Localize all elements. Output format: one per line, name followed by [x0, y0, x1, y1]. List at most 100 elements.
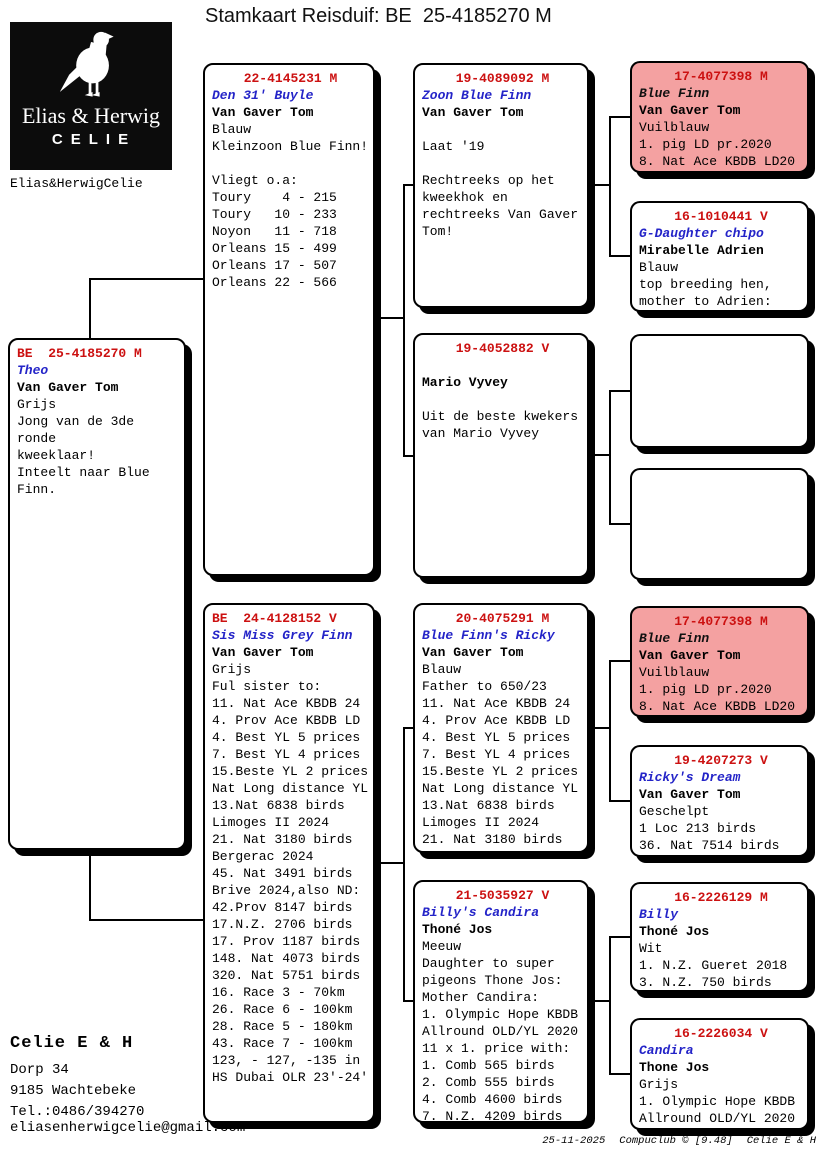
ring-number: 19-4207273 V [674, 753, 768, 768]
loft-logo: Elias & Herwig CELIE [10, 22, 172, 170]
pedigree-box-dam-sire: 20-4075291 M Blue Finn's Ricky Van Gaver T… [413, 603, 589, 853]
pedigree-box-dam-dam-sire: 16-2226129 M Billy Thoné Jos Wit 1. N.Z. Gue… [630, 882, 809, 992]
box-text-line: 7. N.Z. 4209 birds [422, 1109, 563, 1124]
box-text-line [422, 155, 583, 172]
fancier-name: Thoné Jos [639, 924, 710, 939]
ring-number: 20-4075291 M [455, 611, 550, 626]
page-title: Stamkaart Reisduif: BE 25-4185270 M [205, 5, 552, 27]
box-text-line: Vuilblauw [639, 665, 710, 680]
fancier-name: Van Gaver Tom [639, 648, 741, 663]
pedigree-box-sire-sire: 19-4089092 M Zoon Blue Finn Van Gaver Tom … [413, 63, 589, 308]
connector-line [609, 116, 611, 257]
contact-address1: Dorp 34 [10, 1062, 69, 1078]
box-text-line: Uit de beste kwekers [422, 409, 579, 424]
box-text-line: Tom! [422, 224, 454, 239]
fancier-name: Van Gaver Tom [639, 103, 741, 118]
connector-line [609, 660, 611, 802]
box-text-line: Orleans 15 - 499 [212, 241, 337, 256]
pigeon-name: Billy [639, 907, 679, 922]
box-text-line: 1. Olympic Hope KBDB [422, 1007, 579, 1022]
connector-line [609, 255, 630, 257]
box-text-line: Vuilblauw [639, 120, 710, 135]
contact-phone: Tel.:0486/394270 [10, 1104, 145, 1120]
box-text-line: 11 x 1. price with: [422, 1041, 571, 1056]
box-text-line: Allround OLD/YL 2020 [639, 1111, 796, 1126]
pigeon-icon [59, 31, 114, 97]
connector-line [589, 454, 611, 456]
ring-number: 19-4089092 M [455, 71, 550, 86]
box-text-line [212, 155, 369, 172]
box-text-line: kweeklaar! [17, 448, 96, 463]
box-text-line: 1. N.Z. Gueret 2018 [639, 958, 788, 973]
box-text-line: Geschelpt [639, 804, 710, 819]
contact-block: Celie E & H Dorp 34 9185 Wachtebeke Tel.… [10, 1033, 144, 1123]
ring-number: 17-4077398 M [674, 614, 768, 629]
pigeon-name: Zoon Blue Finn [422, 88, 532, 103]
box-text-line: Toury 10 - 233 [212, 207, 337, 222]
pigeon-name: Candira [639, 1043, 694, 1058]
ring-number: 21-5035927 V [455, 888, 550, 903]
connector-line [403, 727, 405, 1002]
connector-line [609, 390, 630, 392]
box-text-line [422, 121, 583, 138]
box-text-line: 1. Olympic Hope KBDB [639, 1094, 796, 1109]
connector-line [609, 523, 630, 525]
connector-line [609, 1073, 630, 1075]
box-text-line: 13.Nat 6838 birds [422, 798, 555, 813]
logo-wordmark: Elias & Herwig [21, 103, 161, 128]
box-text-line: 11. Nat Ace KBDB 24 [422, 696, 571, 711]
box-text-line: 21. Nat 3180 birds [212, 832, 353, 847]
pigeon-name: Ricky's Dream [639, 770, 741, 785]
box-text-line: Nat Long distance YL [422, 781, 579, 796]
pedigree-box-dam-dam-dam: 16-2226034 V Candira Thone Jos Grijs 1. Olym… [630, 1018, 809, 1130]
logo-caption: Elias&HerwigCelie [10, 176, 143, 191]
box-text-line: Jong van de 3de [17, 414, 135, 429]
ring-number: 19-4052882 V [455, 341, 550, 356]
box-text-line: Ful sister to: [212, 679, 322, 694]
box-text-line: Noyon 11 - 718 [212, 224, 337, 239]
fancier-name: Van Gaver Tom [422, 105, 524, 120]
pigeon-name: Theo [17, 363, 49, 378]
fancier-name: Thoné Jos [422, 922, 493, 937]
box-text-line [422, 391, 583, 408]
box-text-line: 11. Nat Ace KBDB 24 [212, 696, 361, 711]
pedigree-box-sire-sire-sire: 17-4077398 M Blue Finn Van Gaver Tom Vuilbl… [630, 61, 809, 173]
connector-line [609, 390, 611, 525]
connector-line [375, 862, 405, 864]
pigeon-name: Billy's Candira [422, 905, 540, 920]
fancier-name: Van Gaver Tom [639, 787, 741, 802]
connector-line [589, 1000, 611, 1002]
box-text-line: Father to 650/23 [422, 679, 547, 694]
pedigree-box-dam-sire-sire: 17-4077398 M Blue Finn Van Gaver Tom Vuilbl… [630, 606, 809, 717]
box-text-line: 15.Beste YL 2 prices [212, 764, 369, 779]
connector-line [89, 278, 91, 340]
box-text-line: top breeding hen, [639, 277, 772, 292]
box-text-line: kweekhok en [422, 190, 508, 205]
box-text-line: 4. Best YL 5 prices [212, 730, 361, 745]
box-text-line: 15.Beste YL 2 prices [422, 764, 579, 779]
connector-line [403, 727, 413, 729]
box-text-line: Limoges II 2024 [212, 815, 330, 830]
box-text-line: 148. Nat 4073 birds [212, 951, 361, 966]
box-text-line: Daughter to super [422, 956, 555, 971]
connector-line [403, 184, 405, 457]
box-text-line: 8. Nat Ace KBDB LD20 [639, 154, 796, 169]
box-text-line: Kleinzoon Blue Finn! [212, 139, 369, 154]
box-text-line: Vliegt o.a: [212, 173, 298, 188]
box-text-line: Orleans 17 - 507 [212, 258, 337, 273]
connector-line [403, 455, 413, 457]
connector-line [403, 184, 413, 186]
box-text-line: 42.Prov 8147 birds [212, 900, 353, 915]
box-text-line: Bergerac 2024 [212, 849, 314, 864]
logo-brand: CELIE [51, 131, 137, 148]
pedigree-box-sire-dam-sire [630, 334, 809, 448]
box-text-line: 16. Race 3 - 70km [212, 985, 345, 1000]
contact-email: eliasenherwigcelie@gmail.com [10, 1120, 246, 1136]
connector-line [89, 850, 91, 921]
connector-line [375, 317, 405, 319]
box-text-line: 1. Comb 565 birds [422, 1058, 555, 1073]
connector-line [609, 936, 630, 938]
box-text-line: Blauw [422, 662, 462, 677]
fancier-name: Van Gaver Tom [17, 380, 119, 395]
box-text-line: Laat '19 [422, 139, 485, 154]
